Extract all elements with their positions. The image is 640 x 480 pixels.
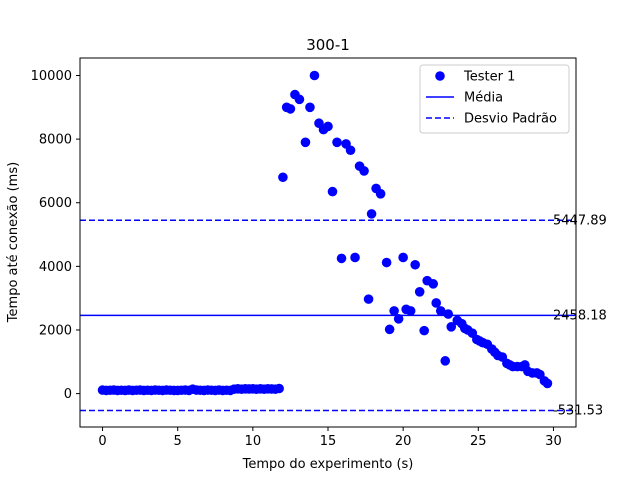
data-point <box>542 378 553 389</box>
legend-label-points: Tester 1 <box>463 70 515 85</box>
data-point <box>389 306 399 316</box>
x-tick-label: 0 <box>98 434 106 449</box>
reference-line-value-0: 2458.18 <box>553 308 607 323</box>
data-point <box>294 94 305 105</box>
data-point <box>398 252 408 263</box>
data-point <box>274 383 284 394</box>
y-tick-label: 0 <box>64 387 72 402</box>
data-point <box>381 257 392 268</box>
legend-box <box>419 64 570 134</box>
x-tick-label: 20 <box>395 434 412 449</box>
data-point <box>419 325 429 336</box>
data-point <box>443 309 454 319</box>
data-point <box>393 314 404 324</box>
data-point <box>327 186 338 197</box>
legend-label-std: Desvio Padrão <box>464 112 557 127</box>
data-point <box>309 70 320 81</box>
data-point <box>345 145 356 156</box>
x-tick-label: 10 <box>245 434 262 449</box>
data-point <box>350 252 360 263</box>
legend-marker-points <box>435 71 445 81</box>
data-point <box>414 287 425 297</box>
data-point <box>410 259 420 270</box>
data-point <box>363 294 374 304</box>
reference-line-value-1: 5447.89 <box>553 213 607 228</box>
data-point <box>440 356 451 366</box>
x-tick-label: 15 <box>320 434 337 449</box>
data-point <box>375 189 386 199</box>
x-tick-label: 25 <box>470 434 487 449</box>
y-tick-label: 8000 <box>39 133 72 148</box>
data-point <box>278 172 288 183</box>
axes: 0 5 10 15 20 25 30 0 2000 4000 6000 8000 10000 <box>31 57 577 449</box>
legend: Tester 1 Média Desvio Padrão <box>419 64 570 134</box>
data-point <box>405 306 416 316</box>
x-tick-label: 5 <box>174 434 182 449</box>
data-point <box>435 306 446 316</box>
data-point <box>428 279 439 289</box>
x-axis-label: Tempo do experimento (s) <box>242 457 414 472</box>
data-point <box>366 209 377 219</box>
legend-label-mean: Média <box>464 91 503 106</box>
data-point <box>446 321 457 332</box>
x-tick-label: 30 <box>545 434 562 449</box>
data-point <box>300 137 311 148</box>
reference-line-value-2: -531.53 <box>553 404 603 419</box>
data-point <box>336 253 347 264</box>
y-tick-label: 10000 <box>31 69 72 84</box>
data-point <box>323 121 333 132</box>
plot-area: 2458.18 5447.89 -531.53 <box>80 70 607 419</box>
chart-title: 300-1 <box>306 36 350 54</box>
data-point <box>384 324 395 335</box>
y-axis-label: Tempo até conexão (ms) <box>6 162 21 323</box>
y-tick-label: 2000 <box>39 323 72 338</box>
data-point <box>305 102 315 113</box>
y-tick-label: 4000 <box>39 260 72 275</box>
data-point <box>431 298 442 308</box>
data-point <box>359 166 369 176</box>
data-point <box>332 137 342 148</box>
data-point <box>285 104 296 114</box>
y-tick-label: 6000 <box>39 196 72 211</box>
